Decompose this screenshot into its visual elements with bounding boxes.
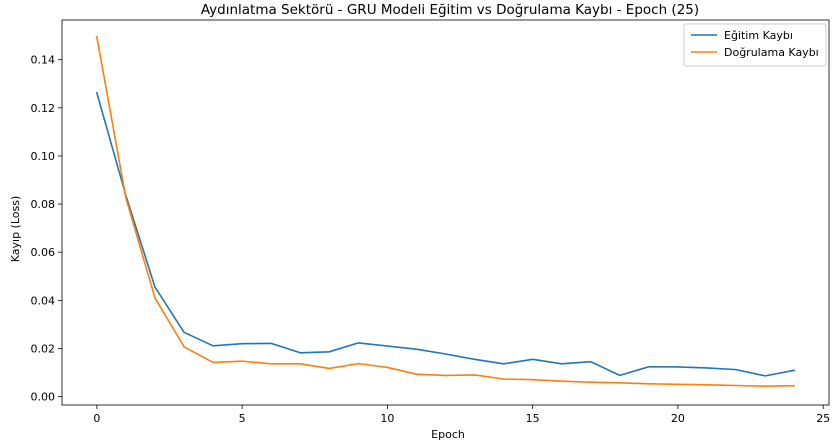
series-0-point-11 xyxy=(416,348,418,350)
series-1-point-1 xyxy=(125,197,127,199)
series-line-1 xyxy=(95,35,795,388)
chart-title: Aydınlatma Sektörü - GRU Modeli Eğitim v… xyxy=(201,2,699,18)
x-tick-label: 25 xyxy=(816,412,830,425)
series-1-point-16 xyxy=(561,380,563,382)
x-tick-label: 10 xyxy=(380,412,394,425)
series-0-point-9 xyxy=(358,342,360,344)
series-1-point-19 xyxy=(648,383,650,385)
series-1-point-17 xyxy=(590,381,592,383)
series-1-point-5 xyxy=(241,360,243,362)
y-axis-title: Kayıp (Loss) xyxy=(9,196,22,263)
x-tick-label: 20 xyxy=(671,412,685,425)
y-tick-label: 0.10 xyxy=(31,150,56,163)
series-0-point-16 xyxy=(561,363,563,365)
x-tick-label: 5 xyxy=(239,412,246,425)
series-1-point-14 xyxy=(503,378,505,380)
series-1-point-0 xyxy=(96,36,98,38)
series-1-point-8 xyxy=(328,368,330,370)
series-0-point-7 xyxy=(299,352,301,354)
series-0-point-2 xyxy=(154,286,156,288)
series-line-0 xyxy=(95,91,796,377)
series-0-point-5 xyxy=(241,343,243,345)
series-0-point-4 xyxy=(212,345,214,347)
series-1-point-7 xyxy=(299,363,301,365)
series-1-point-21 xyxy=(706,384,708,386)
series-0-point-18 xyxy=(619,375,621,377)
legend xyxy=(683,23,827,67)
series-1-point-15 xyxy=(532,379,534,381)
y-tick-label: 0.14 xyxy=(31,54,56,67)
series-0-point-24 xyxy=(793,370,795,372)
series-1-point-13 xyxy=(474,374,476,376)
series-1-point-4 xyxy=(212,362,214,364)
series-0-point-12 xyxy=(445,353,447,355)
series-0-point-21 xyxy=(706,367,708,369)
series-0-point-13 xyxy=(474,358,476,360)
series-0-point-22 xyxy=(735,369,737,371)
series-1-point-24 xyxy=(793,385,795,387)
y-tick-label: 0.08 xyxy=(31,198,56,211)
x-tick-label: 0 xyxy=(93,412,100,425)
series-1-point-11 xyxy=(416,373,418,375)
series-1-point-6 xyxy=(270,363,272,365)
series-0-point-14 xyxy=(503,363,505,365)
x-axis-title: Epoch xyxy=(431,428,465,441)
series-0-point-0 xyxy=(96,92,98,94)
series-0-point-20 xyxy=(677,366,679,368)
series-0-point-17 xyxy=(590,361,592,363)
series-1-point-23 xyxy=(764,385,766,387)
series-0-point-19 xyxy=(648,366,650,368)
series-0-point-10 xyxy=(387,345,389,347)
series-0-point-3 xyxy=(183,332,185,334)
series-1-point-20 xyxy=(677,384,679,386)
y-tick-label: 0.06 xyxy=(31,246,56,259)
series-1-point-3 xyxy=(183,346,185,348)
series-1-point-18 xyxy=(619,382,621,384)
series-0-point-6 xyxy=(270,343,272,345)
series-1-point-22 xyxy=(735,385,737,387)
x-tick-label: 15 xyxy=(526,412,540,425)
series-0-point-23 xyxy=(764,375,766,377)
legend-label-1: Doğrulama Kaybı xyxy=(724,46,819,59)
y-tick-label: 0.12 xyxy=(31,102,56,115)
series-0-point-8 xyxy=(328,351,330,353)
y-tick-label: 0.04 xyxy=(31,294,56,307)
plot-frame xyxy=(61,19,830,406)
legend-label-0: Eğitim Kaybı xyxy=(724,29,793,42)
series-1-point-10 xyxy=(387,367,389,369)
series-1-point-12 xyxy=(445,375,447,377)
series-1-point-9 xyxy=(358,363,360,365)
y-tick-label: 0.02 xyxy=(31,342,56,355)
series-1-point-2 xyxy=(154,297,156,299)
series-0-point-15 xyxy=(532,358,534,360)
y-tick-label: 0.00 xyxy=(31,391,56,404)
